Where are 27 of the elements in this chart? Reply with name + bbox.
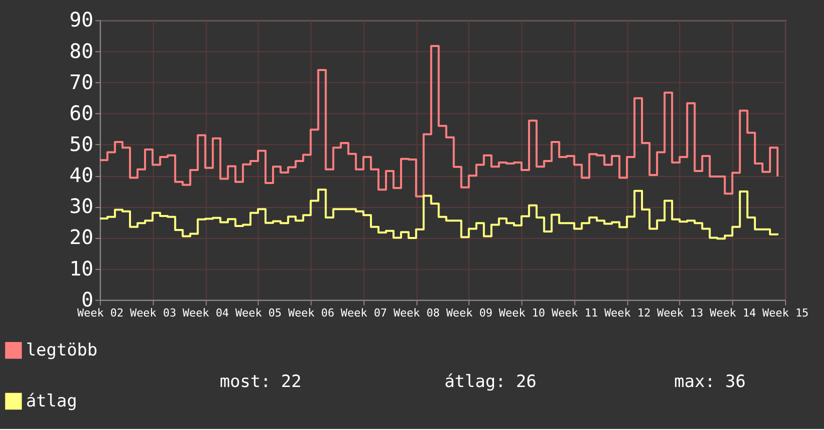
x-tick-label: Week 07 [340,306,388,320]
x-tick-label: Week 05 [235,306,282,320]
x-tick-label: Week 10 [498,306,546,320]
text: most: 22 [220,372,302,392]
x-tick-label: Week 06 [288,306,334,320]
y-tick-label: 80 [69,38,94,63]
x-tick-label: Week 03 [130,306,176,320]
x-tick-label: Week 14 [710,306,756,320]
x-tick-label: Week 04 [182,306,230,320]
legend-label: átlag [26,391,78,412]
y-tick-label: 40 [69,163,94,188]
x-tick-label: Week 11 [552,306,598,320]
text: átlag: 26 [444,372,536,392]
legend-label: legtöbb [26,340,98,360]
y-tick-label: 10 [69,256,94,280]
x-tick-label: Week 09 [446,306,492,320]
x-tick-label: Week 08 [393,306,440,320]
y-tick-label: 20 [69,225,94,250]
y-tick-label: 90 [69,8,94,32]
x-tick-label: Week 12 [604,306,651,320]
y-tick-label: 50 [69,132,94,156]
y-tick-label: 30 [69,194,94,218]
y-tick-label: 70 [69,70,94,94]
x-tick-label: Week 15 [762,306,809,320]
x-tick-label: Week 13 [657,306,704,320]
y-tick-label: 60 [69,100,94,125]
text: max: 36 [674,372,746,392]
